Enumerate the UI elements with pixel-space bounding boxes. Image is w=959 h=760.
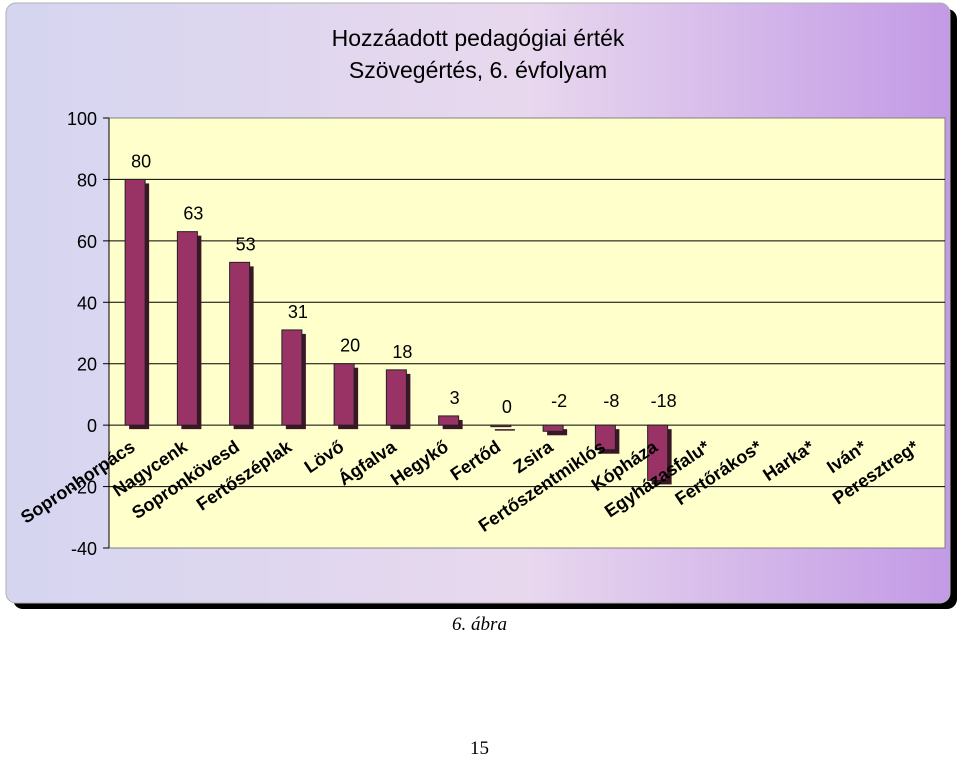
data-label: 0 <box>502 397 512 417</box>
data-labels: 80 63 53 31 20 18 3 0 -2 -8 -18 <box>131 151 677 417</box>
y-tick-label: 80 <box>77 170 97 190</box>
data-label: -2 <box>551 391 567 411</box>
bar <box>176 231 198 426</box>
data-label: 18 <box>392 342 412 362</box>
data-label: 3 <box>450 388 460 408</box>
bar <box>490 424 512 428</box>
bar-shadow <box>494 429 515 431</box>
bar <box>594 424 616 451</box>
chart-subtitle: Szövegértés, 6. évfolyam <box>349 57 607 83</box>
bar <box>229 261 251 426</box>
bar <box>438 415 460 426</box>
bars <box>124 178 672 485</box>
y-tick-label: 40 <box>77 293 97 313</box>
bar-shadow <box>547 429 568 436</box>
y-tick-labels: 100 80 60 40 20 0 -20 -40 <box>67 109 97 559</box>
y-tick-label: 60 <box>77 232 97 252</box>
data-label: -8 <box>603 391 619 411</box>
y-tick-label: -20 <box>71 478 97 498</box>
y-tick-label: 0 <box>87 416 97 436</box>
figure-caption: 6. ábra <box>452 614 507 635</box>
y-tick-label: -40 <box>71 539 97 559</box>
chart-frame: 100 80 60 40 20 0 -20 -40 80 63 53 31 20 18 3 0 -2 -8 -18… <box>5 2 957 609</box>
data-label: -18 <box>651 391 677 411</box>
data-label: 80 <box>131 151 151 171</box>
data-label: 20 <box>340 336 360 356</box>
bar <box>333 363 355 426</box>
bar <box>124 178 146 426</box>
y-tick-label: 100 <box>67 109 97 129</box>
chart-title: Hozzáadott pedagógiai érték <box>332 25 625 51</box>
bar <box>542 424 564 432</box>
data-label: 31 <box>288 302 308 322</box>
page-number: 15 <box>470 738 489 759</box>
y-tick-label: 20 <box>77 355 97 375</box>
bar <box>385 369 407 426</box>
bar <box>647 424 669 481</box>
bar <box>281 329 303 426</box>
data-label: 63 <box>183 204 203 224</box>
bar-chart: 100 80 60 40 20 0 -20 -40 80 63 53 31 20 18 3 0 -2 -8 -18… <box>5 2 957 609</box>
data-label: 53 <box>236 234 256 254</box>
